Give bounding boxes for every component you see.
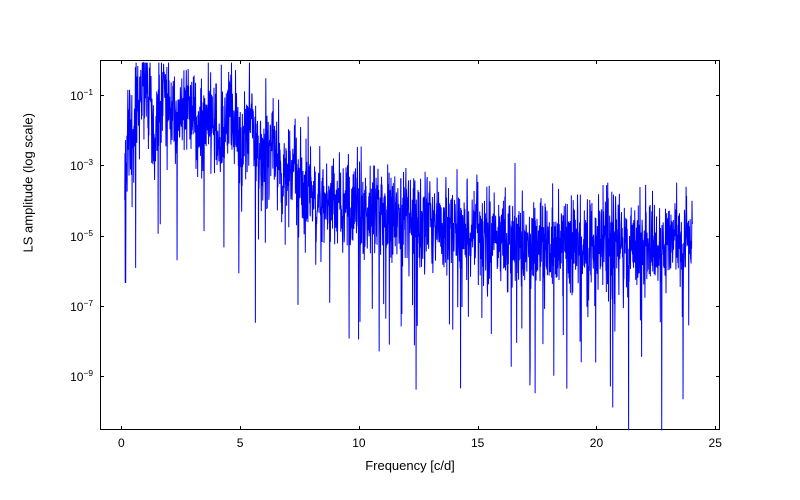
axes-frame <box>100 60 720 430</box>
ytick-mark <box>716 236 720 237</box>
ytick-mark <box>716 376 720 377</box>
xtick-label: 5 <box>225 436 255 450</box>
ytick-label: 10−7 <box>45 298 93 314</box>
ytick-mark <box>100 306 104 307</box>
y-axis-label: LS amplitude (log scale) <box>21 237 36 253</box>
xtick-mark <box>478 60 479 64</box>
ytick-mark <box>100 165 104 166</box>
ytick-mark <box>716 95 720 96</box>
xtick-label: 0 <box>106 436 136 450</box>
ytick-label: 10−3 <box>45 157 93 173</box>
xtick-label: 10 <box>344 436 374 450</box>
xtick-mark <box>240 426 241 430</box>
xtick-mark <box>596 60 597 64</box>
xtick-mark <box>240 60 241 64</box>
periodogram-line <box>125 63 693 431</box>
x-axis-label: Frequency [c/d] <box>330 458 490 473</box>
xtick-mark <box>715 60 716 64</box>
xtick-mark <box>359 60 360 64</box>
ytick-mark <box>100 95 104 96</box>
xtick-label: 25 <box>700 436 730 450</box>
plot-svg <box>101 61 721 431</box>
xtick-mark <box>596 426 597 430</box>
figure: LS amplitude (log scale) Frequency [c/d]… <box>0 0 800 500</box>
ytick-label: 10−9 <box>45 368 93 384</box>
ytick-label: 10−1 <box>45 87 93 103</box>
xtick-label: 15 <box>463 436 493 450</box>
ytick-mark <box>100 376 104 377</box>
ytick-mark <box>716 165 720 166</box>
xtick-mark <box>715 426 716 430</box>
ytick-mark <box>716 306 720 307</box>
ytick-label: 10−5 <box>45 228 93 244</box>
ytick-mark <box>100 236 104 237</box>
xtick-label: 20 <box>581 436 611 450</box>
xtick-mark <box>121 426 122 430</box>
xtick-mark <box>359 426 360 430</box>
xtick-mark <box>121 60 122 64</box>
xtick-mark <box>478 426 479 430</box>
